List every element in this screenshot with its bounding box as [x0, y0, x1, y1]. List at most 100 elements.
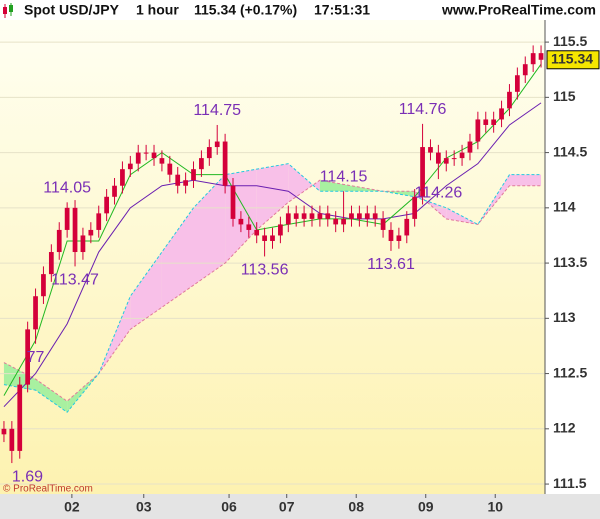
candle-body [183, 180, 188, 186]
candle-body [507, 91, 512, 109]
candle-body [17, 384, 23, 451]
candle-body [475, 119, 481, 142]
candle-body [199, 158, 204, 170]
cloud-segment [35, 379, 68, 413]
candle-body [127, 163, 133, 170]
candle-body [41, 274, 46, 297]
candle-body [428, 147, 433, 153]
plot-background [0, 20, 545, 494]
candle-body [530, 53, 536, 65]
candle-body [9, 428, 15, 451]
candle-body [412, 196, 418, 219]
price-annotation: 114.76 [399, 101, 447, 118]
interval: 1 hour [136, 2, 179, 18]
candle-body [246, 224, 252, 230]
x-tick-label: 10 [487, 499, 503, 515]
candle-body [143, 152, 149, 154]
last-price-box [546, 50, 600, 70]
candle-body [538, 53, 544, 60]
axis-background [545, 20, 600, 494]
candle-body [372, 213, 378, 219]
last-price-label: 115.34 [551, 50, 593, 66]
candle-body [293, 213, 299, 219]
candle-body [309, 213, 315, 219]
y-tick-label: 115.5 [553, 33, 587, 49]
y-tick-label: 113.5 [553, 254, 587, 270]
candle-body [1, 428, 7, 435]
candle-body [522, 64, 528, 76]
price-annotation: 114.26 [414, 184, 462, 201]
y-tick-label: 112.5 [553, 364, 587, 380]
candle-body [333, 218, 339, 225]
candle-body [388, 229, 394, 241]
candle-body [420, 147, 425, 197]
candle-body [254, 229, 260, 236]
y-tick-label: 114.5 [553, 143, 587, 159]
candle-body [159, 158, 165, 164]
chart-title: Spot USD/JPY [24, 2, 120, 18]
candle-body [317, 213, 323, 219]
candle-body [443, 158, 449, 164]
price-annotation: 113.61 [367, 256, 415, 273]
cloud-segment [193, 174, 226, 286]
candle-body [72, 207, 78, 253]
candle-body [230, 185, 236, 219]
price-annotation: 77 [27, 349, 45, 366]
candle-body [120, 169, 125, 186]
candle-body [364, 213, 370, 219]
candle-body [262, 235, 267, 241]
y-tick-label: 112 [553, 420, 576, 436]
cloud-segment [319, 180, 352, 192]
cloud-segment [477, 174, 510, 225]
price-annotation: 114.75 [193, 102, 241, 119]
x-tick-label: 06 [221, 499, 237, 515]
x-tick-label: 09 [418, 499, 434, 515]
candle-body [33, 296, 38, 330]
candle-body [325, 213, 331, 219]
candle-body [357, 213, 362, 219]
y-tick-label: 113 [553, 309, 576, 325]
candle-body [135, 152, 141, 164]
site: www.ProRealTime.com [441, 2, 596, 18]
candle-body [64, 207, 70, 230]
y-tick-label: 111.5 [553, 475, 587, 491]
candle-body [459, 152, 465, 159]
candle-body [301, 213, 307, 219]
candle-body [238, 218, 244, 225]
cloud-segment [288, 163, 320, 203]
price-annotation: 1.69 [12, 468, 43, 485]
candle-body [175, 174, 181, 186]
candle-body [151, 152, 157, 159]
candle-body [499, 108, 504, 120]
candle-body [491, 119, 497, 125]
y-tick-label: 114 [553, 199, 576, 215]
candle-body [380, 218, 386, 230]
cloud-segment [130, 252, 162, 330]
y-tick-label: 115 [553, 88, 576, 104]
x-tick-label: 02 [64, 499, 80, 515]
price-annotation: 113.47 [51, 272, 99, 289]
candle-body [167, 163, 173, 175]
candle-body [25, 329, 31, 385]
candle-body [404, 218, 410, 236]
candle-body [396, 235, 402, 241]
candle-body [285, 213, 291, 225]
candle-body [80, 235, 86, 253]
kijun-line [3, 102, 542, 408]
x-tick-label: 07 [279, 499, 295, 515]
candle-body [112, 185, 117, 197]
cloud-segment [256, 163, 289, 230]
candle-body [341, 218, 346, 225]
candle-body [483, 119, 489, 125]
candle-body [467, 141, 473, 153]
candle-body [206, 147, 212, 159]
time: 17:51:31 [314, 2, 370, 18]
senkou-b-line [3, 163, 542, 413]
price-annotation: 113.56 [241, 262, 289, 279]
price-annotation: 114.05 [43, 180, 91, 197]
candle-body [270, 235, 275, 241]
candle-body [191, 169, 196, 181]
price-annotation: 114.15 [320, 168, 368, 185]
candle-body [278, 224, 283, 236]
